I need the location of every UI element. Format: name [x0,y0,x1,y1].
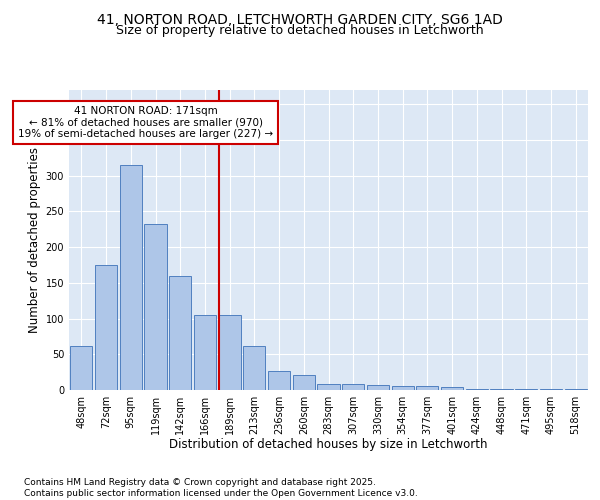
Bar [145,224,167,390]
Bar [342,384,364,390]
Bar [194,315,216,390]
Bar [441,387,463,390]
Bar [218,315,241,390]
Bar [367,385,389,390]
Y-axis label: Number of detached properties: Number of detached properties [28,147,41,333]
Bar [243,346,265,390]
Bar [392,386,414,390]
Bar [169,276,191,390]
Bar [119,165,142,390]
X-axis label: Distribution of detached houses by size in Letchworth: Distribution of detached houses by size … [169,438,488,452]
Bar [317,384,340,390]
Text: Size of property relative to detached houses in Letchworth: Size of property relative to detached ho… [116,24,484,37]
Bar [416,386,439,390]
Bar [293,375,315,390]
Text: Contains HM Land Registry data © Crown copyright and database right 2025.
Contai: Contains HM Land Registry data © Crown c… [24,478,418,498]
Bar [268,370,290,390]
Text: 41 NORTON ROAD: 171sqm
← 81% of detached houses are smaller (970)
19% of semi-de: 41 NORTON ROAD: 171sqm ← 81% of detached… [18,106,273,139]
Text: 41, NORTON ROAD, LETCHWORTH GARDEN CITY, SG6 1AD: 41, NORTON ROAD, LETCHWORTH GARDEN CITY,… [97,12,503,26]
Bar [70,346,92,390]
Bar [95,265,117,390]
